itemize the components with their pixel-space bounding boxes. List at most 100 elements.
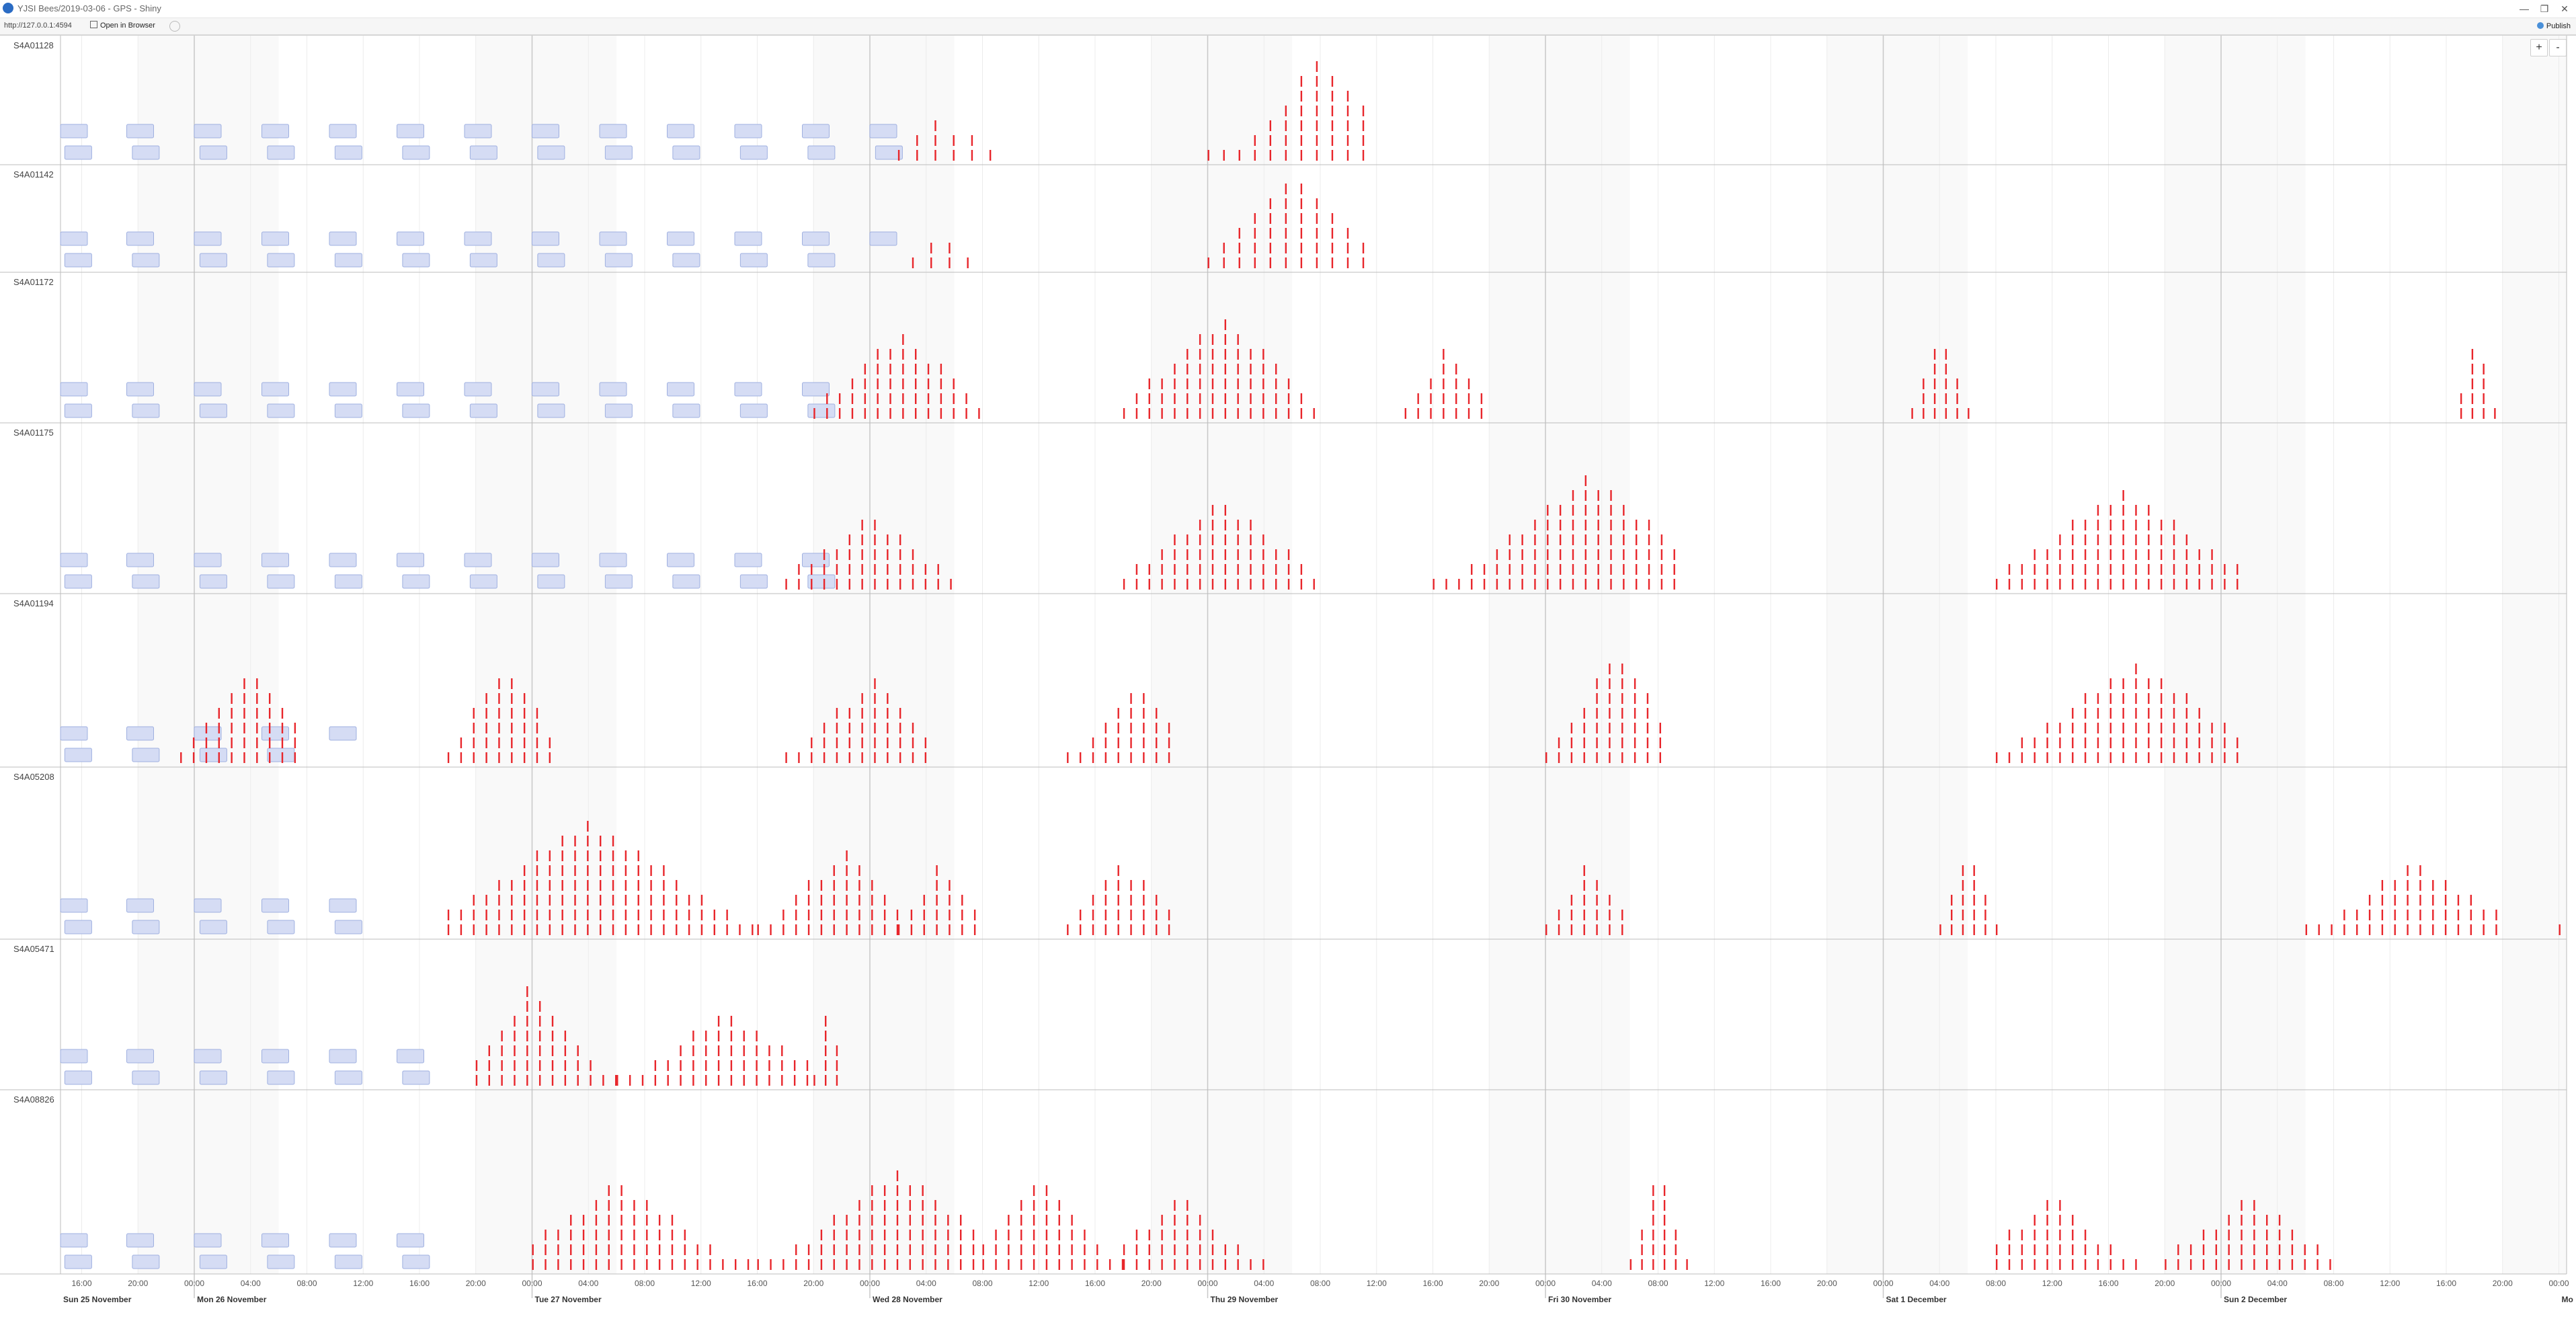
gps-point-mark[interactable] bbox=[1673, 579, 1675, 590]
gps-point-mark[interactable] bbox=[1199, 364, 1201, 374]
night-box[interactable] bbox=[199, 253, 227, 268]
gps-point-mark[interactable] bbox=[658, 1259, 661, 1270]
gps-point-mark[interactable] bbox=[864, 364, 867, 374]
gps-point-mark[interactable] bbox=[460, 924, 462, 935]
gps-point-mark[interactable] bbox=[485, 723, 487, 733]
gps-point-mark[interactable] bbox=[1584, 520, 1587, 530]
gps-point-mark[interactable] bbox=[1130, 924, 1132, 935]
gps-point-mark[interactable] bbox=[2224, 564, 2226, 575]
gps-point-mark[interactable] bbox=[934, 150, 936, 161]
gps-point-mark[interactable] bbox=[1033, 1185, 1035, 1196]
gps-point-mark[interactable] bbox=[2305, 924, 2308, 935]
gps-point-mark[interactable] bbox=[1300, 213, 1303, 224]
gps-point-mark[interactable] bbox=[871, 910, 873, 920]
gps-point-mark[interactable] bbox=[570, 1230, 572, 1240]
gps-point-mark[interactable] bbox=[1224, 364, 1227, 374]
gps-point-mark[interactable] bbox=[2343, 910, 2345, 920]
night-box[interactable] bbox=[267, 253, 295, 268]
gps-point-mark[interactable] bbox=[1610, 579, 1612, 590]
gps-point-mark[interactable] bbox=[1250, 349, 1252, 360]
gps-point-mark[interactable] bbox=[2122, 534, 2124, 545]
gps-point-mark[interactable] bbox=[620, 1230, 622, 1240]
gps-point-mark[interactable] bbox=[896, 910, 899, 920]
gps-point-mark[interactable] bbox=[1285, 184, 1287, 194]
gps-point-mark[interactable] bbox=[1033, 1230, 1035, 1240]
gps-point-mark[interactable] bbox=[889, 364, 891, 374]
gps-point-mark[interactable] bbox=[1572, 579, 1574, 590]
gps-point-mark[interactable] bbox=[625, 850, 627, 861]
gps-point-mark[interactable] bbox=[1135, 1259, 1138, 1270]
gps-point-mark[interactable] bbox=[1143, 723, 1145, 733]
gps-point-mark[interactable] bbox=[1135, 1244, 1138, 1255]
gps-point-mark[interactable] bbox=[1262, 378, 1264, 389]
gps-point-mark[interactable] bbox=[1621, 708, 1623, 719]
gps-point-mark[interactable] bbox=[1224, 408, 1227, 419]
gps-point-mark[interactable] bbox=[1675, 1244, 1677, 1255]
gps-point-mark[interactable] bbox=[1596, 924, 1598, 935]
gps-point-mark[interactable] bbox=[498, 678, 500, 689]
gps-point-mark[interactable] bbox=[2160, 549, 2163, 560]
gps-point-mark[interactable] bbox=[846, 880, 848, 891]
gps-point-mark[interactable] bbox=[1621, 693, 1623, 704]
gps-point-mark[interactable] bbox=[1156, 708, 1158, 719]
gps-point-mark[interactable] bbox=[1174, 579, 1176, 590]
gps-point-mark[interactable] bbox=[2135, 564, 2137, 575]
gps-point-mark[interactable] bbox=[1199, 334, 1201, 345]
gps-point-mark[interactable] bbox=[1143, 924, 1145, 935]
gps-point-mark[interactable] bbox=[1045, 1259, 1048, 1270]
gps-point-mark[interactable] bbox=[1596, 723, 1598, 733]
gps-point-mark[interactable] bbox=[934, 1259, 936, 1270]
gps-point-mark[interactable] bbox=[1207, 257, 1209, 268]
gps-point-mark[interactable] bbox=[1123, 408, 1125, 419]
gps-point-mark[interactable] bbox=[887, 579, 889, 590]
gps-point-mark[interactable] bbox=[2471, 408, 2474, 419]
gps-point-mark[interactable] bbox=[1313, 579, 1315, 590]
gps-point-mark[interactable] bbox=[2135, 505, 2137, 516]
gps-point-mark[interactable] bbox=[2394, 880, 2396, 891]
gps-point-mark[interactable] bbox=[2237, 579, 2239, 590]
gps-point-mark[interactable] bbox=[1483, 579, 1486, 590]
gps-point-mark[interactable] bbox=[1996, 752, 1998, 763]
night-box[interactable] bbox=[397, 231, 424, 246]
night-box[interactable] bbox=[875, 145, 903, 160]
gps-point-mark[interactable] bbox=[1223, 243, 1225, 253]
gps-point-mark[interactable] bbox=[1583, 910, 1585, 920]
gps-point-mark[interactable] bbox=[1609, 737, 1611, 748]
gps-point-mark[interactable] bbox=[730, 1045, 733, 1056]
gps-point-mark[interactable] bbox=[564, 1075, 567, 1086]
gps-point-mark[interactable] bbox=[1067, 924, 1069, 935]
gps-point-mark[interactable] bbox=[2241, 1244, 2243, 1255]
gps-point-mark[interactable] bbox=[2185, 534, 2188, 545]
gps-point-mark[interactable] bbox=[836, 549, 838, 560]
gps-point-mark[interactable] bbox=[1135, 579, 1138, 590]
gps-point-mark[interactable] bbox=[256, 737, 258, 748]
gps-point-mark[interactable] bbox=[1597, 505, 1599, 516]
gps-point-mark[interactable] bbox=[1362, 120, 1365, 131]
gps-point-mark[interactable] bbox=[874, 693, 876, 704]
gps-point-mark[interactable] bbox=[1237, 549, 1239, 560]
gps-point-mark[interactable] bbox=[2034, 579, 2036, 590]
gps-point-mark[interactable] bbox=[2109, 549, 2111, 560]
gps-point-mark[interactable] bbox=[1045, 1185, 1048, 1196]
gps-point-mark[interactable] bbox=[1609, 910, 1611, 920]
gps-point-mark[interactable] bbox=[1123, 579, 1125, 590]
night-box[interactable] bbox=[132, 145, 160, 160]
gps-point-mark[interactable] bbox=[625, 865, 627, 876]
gps-point-mark[interactable] bbox=[978, 408, 980, 419]
gps-point-mark[interactable] bbox=[1058, 1215, 1060, 1226]
gps-point-mark[interactable] bbox=[2444, 895, 2447, 906]
gps-point-mark[interactable] bbox=[2135, 723, 2137, 733]
gps-point-mark[interactable] bbox=[965, 393, 967, 404]
gps-point-mark[interactable] bbox=[2084, 1244, 2087, 1255]
gps-point-mark[interactable] bbox=[498, 924, 500, 935]
gps-point-mark[interactable] bbox=[1316, 228, 1318, 239]
gps-point-mark[interactable] bbox=[557, 1244, 559, 1255]
gps-point-mark[interactable] bbox=[1135, 1230, 1138, 1240]
gps-point-mark[interactable] bbox=[523, 924, 526, 935]
gps-point-mark[interactable] bbox=[2059, 549, 2061, 560]
gps-point-mark[interactable] bbox=[1079, 752, 1082, 763]
gps-point-mark[interactable] bbox=[582, 1244, 585, 1255]
gps-point-mark[interactable] bbox=[590, 1075, 592, 1086]
gps-point-mark[interactable] bbox=[838, 393, 841, 404]
gps-point-mark[interactable] bbox=[883, 1200, 886, 1211]
